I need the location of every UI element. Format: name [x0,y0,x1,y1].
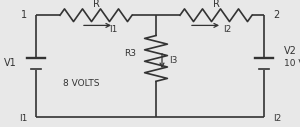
Text: 1: 1 [21,10,27,20]
Text: V1: V1 [4,59,16,68]
Text: 2: 2 [273,10,279,20]
Text: I2: I2 [224,25,232,34]
Text: 10 VOLTS: 10 VOLTS [284,59,300,68]
Text: I1: I1 [110,25,118,34]
Text: V2: V2 [284,46,296,56]
Text: I3: I3 [169,57,178,65]
Text: R: R [93,0,99,9]
Text: 8 VOLTS: 8 VOLTS [63,79,99,88]
Text: I1: I1 [19,114,27,123]
Text: R: R [213,0,219,9]
Text: R3: R3 [124,49,136,58]
Text: I2: I2 [273,114,281,123]
